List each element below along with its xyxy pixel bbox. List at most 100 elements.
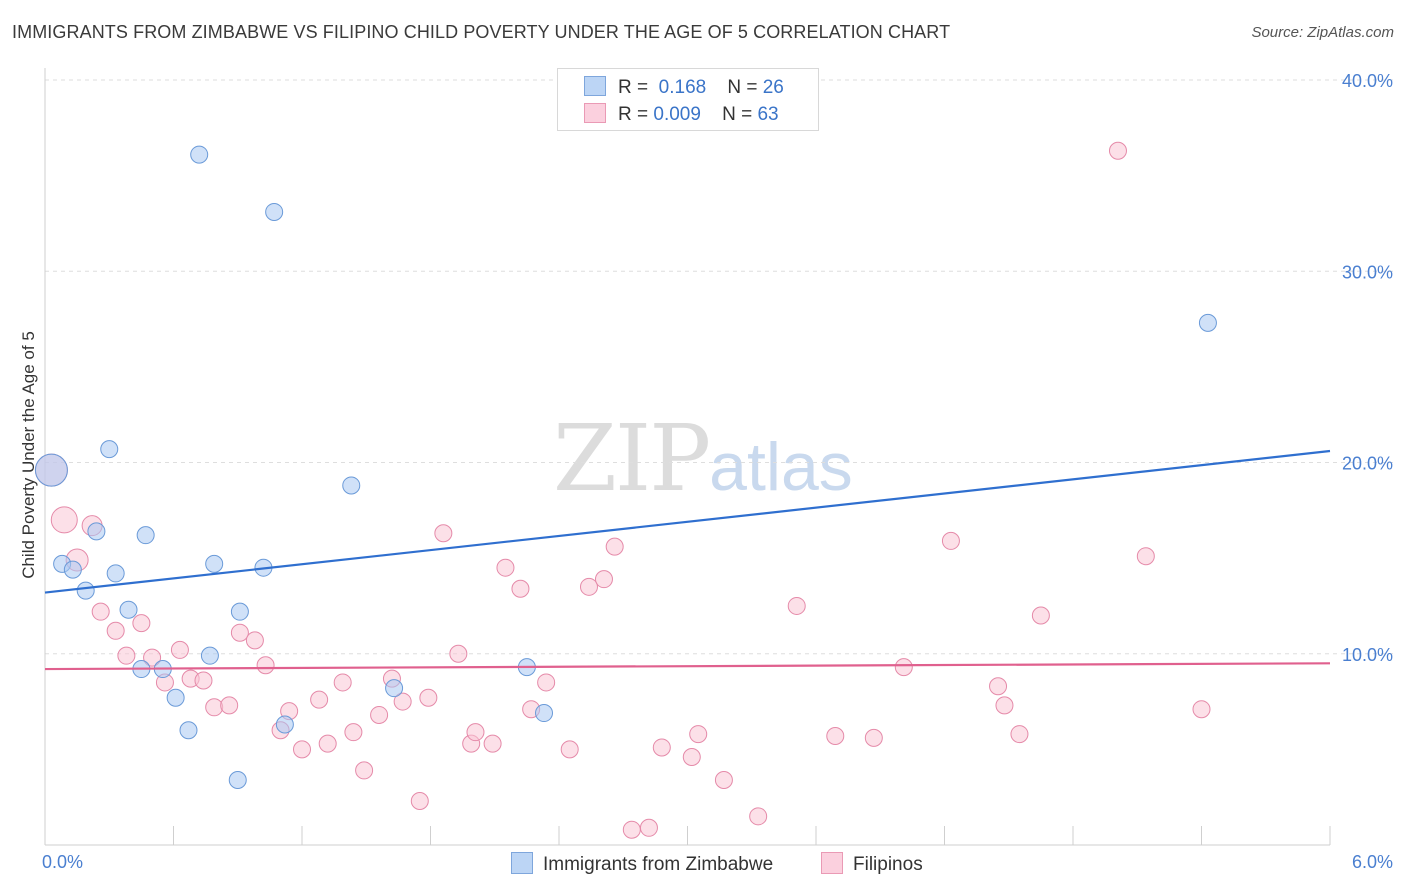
point-filipinos [941,531,960,550]
point-filipinos [194,671,213,690]
legend-swatch-filipinos [584,103,606,123]
point-filipinos [117,646,136,665]
point-immigrants-from-zimbabwe [100,440,119,459]
grid [45,79,1393,655]
point-immigrants-from-zimbabwe [190,145,209,164]
point-filipinos [605,537,624,556]
point-filipinos [344,723,363,742]
point-filipinos [410,792,429,811]
y-tick-label: 40.0% [1342,71,1393,91]
point-immigrants-from-zimbabwe [200,646,219,665]
point-filipinos [537,673,556,692]
point-filipinos [1136,547,1155,566]
bottom-legend-zimbabwe: Immigrants from Zimbabwe [511,852,773,876]
legend-row-filipinos: R = 0.009 N = 63 [584,103,779,126]
point-filipinos [579,577,598,596]
legend-r-value: 0.009 [653,104,701,125]
point-immigrants-from-zimbabwe [228,770,247,789]
point-immigrants-from-zimbabwe [63,560,82,579]
trend-lines [44,449,1331,671]
point-immigrants-from-zimbabwe [34,453,68,487]
point-filipinos [230,623,249,642]
point-filipinos [91,602,110,621]
y-tick-labels: 10.0% 20.0% 30.0% 40.0% [1342,71,1393,665]
point-filipinos [1031,606,1050,625]
point-filipinos [355,761,374,780]
point-immigrants-from-zimbabwe [1198,313,1217,332]
point-filipinos [50,506,78,534]
point-filipinos [106,621,125,640]
point-immigrants-from-zimbabwe [179,721,198,740]
point-filipinos [496,558,515,577]
point-filipinos [318,734,337,753]
point-filipinos [787,596,806,615]
point-filipinos [419,688,438,707]
point-filipinos [256,656,275,675]
legend-n-value: 26 [762,77,784,98]
point-filipinos [1010,725,1029,744]
point-filipinos [594,570,613,589]
legend-n-label: N = [727,77,758,98]
point-immigrants-from-zimbabwe [275,715,294,734]
point-immigrants-from-zimbabwe [230,602,249,621]
bottom-legend-swatch-zimbabwe [511,852,533,874]
point-filipinos [511,579,530,598]
point-filipinos [220,696,239,715]
y-tick-label: 10.0% [1342,645,1393,665]
point-immigrants-from-zimbabwe [205,554,224,573]
trend-line-filipinos [44,662,1331,671]
point-filipinos [393,692,412,711]
point-filipinos [894,658,913,677]
point-filipinos [143,648,162,667]
x-tick-max: 6.0% [1351,852,1393,872]
axes [44,68,1331,846]
legend-n-label: N = [722,104,753,125]
bottom-legend-swatch-filipinos [821,852,843,874]
point-immigrants-from-zimbabwe [106,564,125,583]
point-immigrants-from-zimbabwe [87,522,106,541]
point-filipinos [622,820,641,839]
legend-r-value: 0.168 [658,77,707,98]
point-filipinos [714,770,733,789]
point-filipinos [1108,141,1127,160]
y-tick-label: 20.0% [1342,454,1393,474]
y-tick-label: 30.0% [1342,262,1393,282]
point-filipinos [293,740,311,759]
point-filipinos [864,728,883,747]
point-immigrants-from-zimbabwe [76,581,95,600]
point-immigrants-from-zimbabwe [166,688,185,707]
point-filipinos [205,698,224,717]
legend-r-label: R = [618,77,649,98]
point-filipinos [333,673,352,692]
point-filipinos [989,677,1008,696]
point-filipinos [682,748,701,767]
x-tick-min: 0.0% [42,852,84,872]
point-filipinos [170,640,189,659]
bottom-legend-filipinos: Filipinos [821,852,923,876]
point-immigrants-from-zimbabwe [136,526,155,545]
legend-n-value: 63 [757,104,779,125]
point-filipinos [639,818,658,837]
point-filipinos [434,524,453,543]
point-filipinos [826,726,845,745]
trend-line-immigrants-from-zimbabwe [44,449,1331,594]
point-immigrants-from-zimbabwe [385,679,404,698]
legend-swatch-zimbabwe [584,76,606,96]
legend-r-label: R = [618,104,649,125]
point-filipinos [466,723,485,742]
point-filipinos [132,614,151,633]
point-filipinos [370,705,389,724]
bottom-legend-label: Immigrants from Zimbabwe [543,854,774,875]
point-filipinos [749,807,768,826]
point-immigrants-from-zimbabwe [265,202,284,221]
point-filipinos [560,740,579,759]
point-filipinos [689,725,708,744]
point-immigrants-from-zimbabwe [535,704,554,723]
point-filipinos [1192,700,1211,719]
legend: R = 0.168 N = 26 R = 0.009 N = 63 [557,68,819,131]
point-filipinos [310,690,329,709]
data-points [34,141,1217,839]
point-immigrants-from-zimbabwe [119,600,138,619]
legend-row-zimbabwe: R = 0.168 N = 26 [584,76,784,99]
